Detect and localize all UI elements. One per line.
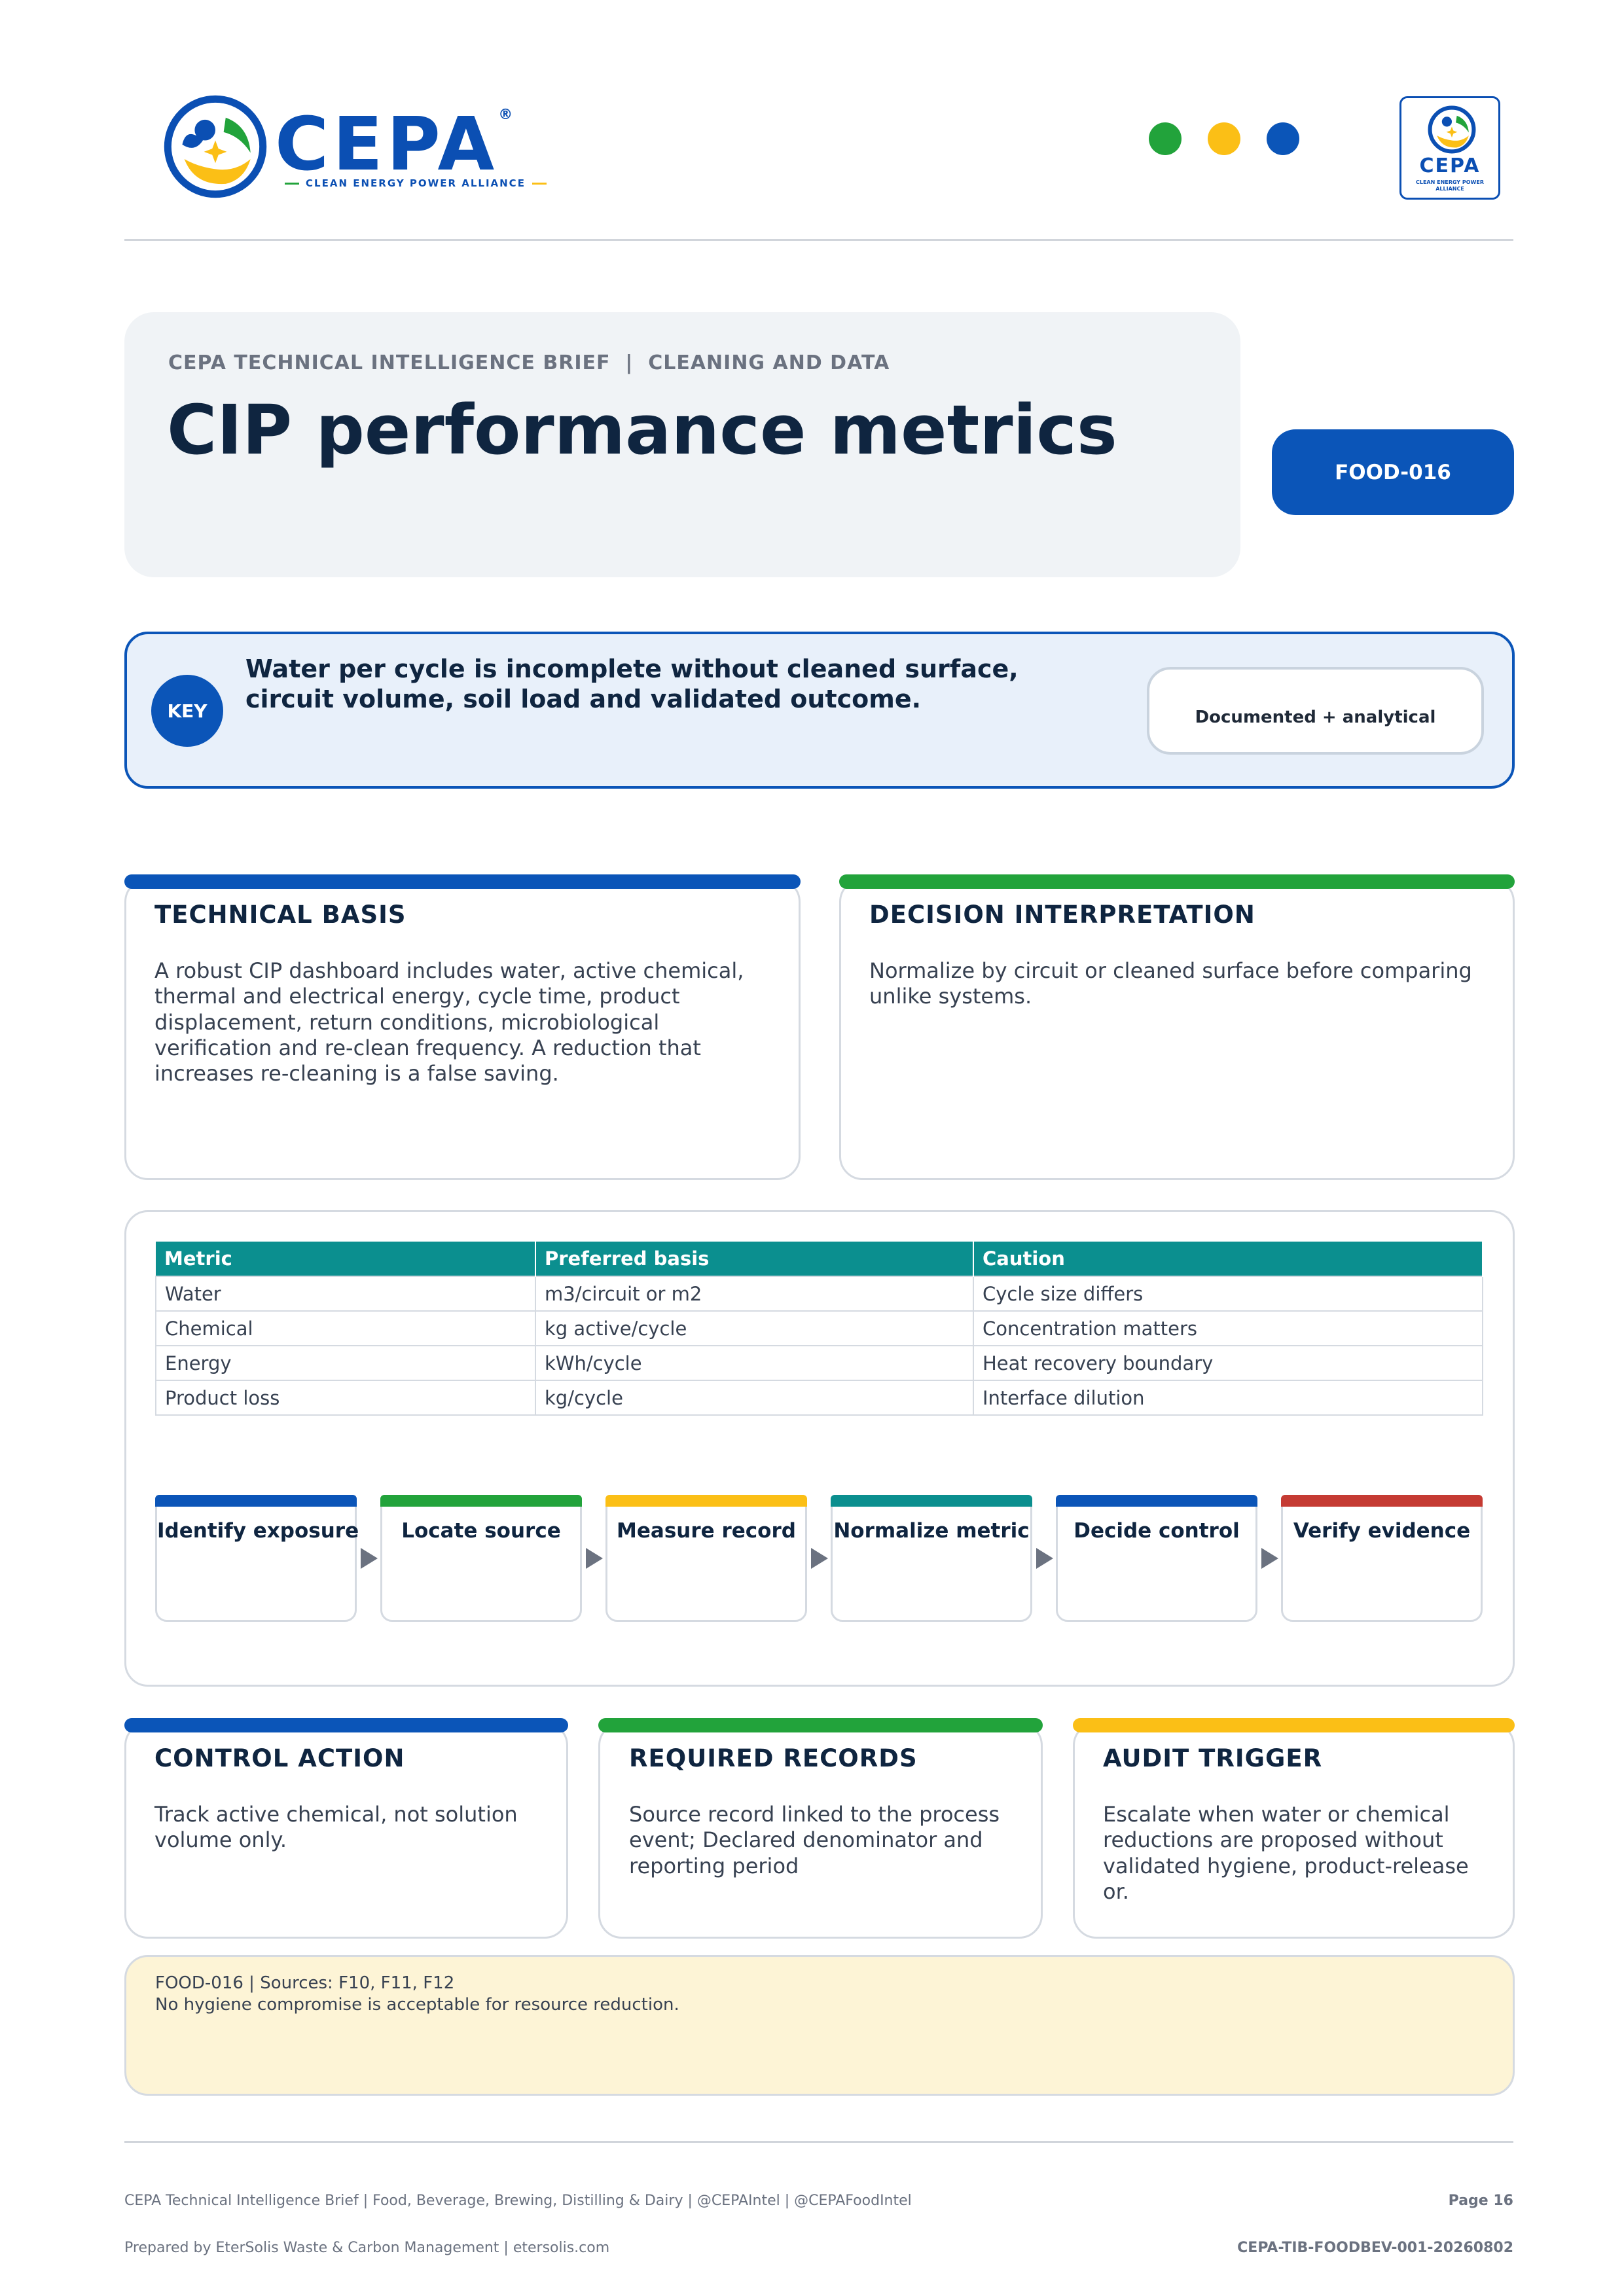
cepa-emblem-icon — [164, 95, 267, 198]
table-header: Caution — [973, 1242, 1483, 1276]
table-row: Water m3/circuit or m2 Cycle size differ… — [155, 1276, 1483, 1312]
sources-note-box — [124, 1955, 1515, 2096]
process-step: Verify evidence — [1281, 1495, 1483, 1622]
process-step: Normalize metric — [831, 1495, 1032, 1622]
title-panel — [124, 312, 1240, 577]
arrow-right-icon — [361, 1548, 378, 1569]
table-header: Metric — [156, 1242, 536, 1276]
step-label: Normalize metric — [833, 1519, 1030, 1543]
cepa-badge: CEPA CLEAN ENERGY POWER ALLIANCE — [1399, 96, 1500, 200]
sources-line: FOOD-016 | Sources: F10, F11, F12 — [155, 1973, 455, 1993]
cepa-logo: CEPA® CLEAN ENERGY POWER ALLIANCE — [164, 95, 563, 203]
table-cell: m3/circuit or m2 — [535, 1276, 974, 1312]
table-row: Chemical kg active/cycle Concentration m… — [155, 1310, 1483, 1346]
table-cell: Interface dilution — [973, 1380, 1483, 1416]
step-accent — [605, 1495, 807, 1507]
step-accent — [1281, 1495, 1483, 1507]
metrics-table: Metric Preferred basis Caution Water m3/… — [155, 1242, 1483, 1416]
document-id: CEPA-TIB-FOODBEV-001-20260802 — [1237, 2240, 1513, 2256]
technical-basis-card — [124, 878, 801, 1180]
badge-tagline: CLEAN ENERGY POWER ALLIANCE — [1416, 179, 1484, 192]
table-cell: Chemical — [155, 1310, 536, 1346]
yellow-dot — [1208, 122, 1240, 155]
green-dot — [1149, 122, 1182, 155]
cepa-badge-emblem-icon — [1428, 105, 1476, 154]
table-cell: Product loss — [155, 1380, 536, 1416]
arrow-right-icon — [1036, 1548, 1053, 1569]
process-step: Decide control — [1056, 1495, 1257, 1622]
required-records-body: Source record linked to the process even… — [629, 1802, 1000, 1878]
table-cell: Cycle size differs — [973, 1276, 1483, 1312]
table-cell: Energy — [155, 1345, 536, 1381]
step-label: Decide control — [1074, 1519, 1240, 1543]
header-divider — [124, 239, 1513, 241]
arrow-right-icon — [1261, 1548, 1278, 1569]
decision-title: DECISION INTERPRETATION — [869, 901, 1255, 929]
table-cell: Heat recovery boundary — [973, 1345, 1483, 1381]
table-cell: kg/cycle — [535, 1380, 974, 1416]
control-action-title: CONTROL ACTION — [154, 1744, 405, 1772]
arrow-right-icon — [586, 1548, 603, 1569]
control-action-card — [124, 1722, 568, 1939]
table-cell: Water — [155, 1276, 536, 1312]
step-label: Identify exposure — [157, 1519, 359, 1543]
step-accent — [831, 1495, 1032, 1507]
blue-dot — [1267, 122, 1299, 155]
audit-trigger-body: Escalate when water or chemical reductio… — [1103, 1802, 1469, 1905]
table-row: Energy kWh/cycle Heat recovery boundary — [155, 1345, 1483, 1381]
audit-trigger-accent — [1073, 1718, 1515, 1732]
badge-wordmark: CEPA — [1419, 154, 1481, 177]
page-title: CIP performance metrics — [167, 390, 1117, 470]
process-step: Locate source — [380, 1495, 582, 1622]
table-cell: kg active/cycle — [535, 1310, 974, 1346]
key-badge: KEY — [151, 675, 223, 747]
step-accent — [155, 1495, 357, 1507]
table-cell: Concentration matters — [973, 1310, 1483, 1346]
evidence-pill: Documented + analytical — [1147, 667, 1484, 755]
step-accent — [380, 1495, 582, 1507]
step-label: Measure record — [617, 1519, 796, 1543]
table-row: Product loss kg/cycle Interface dilution — [155, 1380, 1483, 1416]
document-code-badge: FOOD-016 — [1272, 429, 1514, 515]
table-header: Preferred basis — [535, 1242, 974, 1276]
footer-divider — [124, 2141, 1513, 2143]
logo-wordmark: CEPA — [275, 102, 499, 187]
required-records-accent — [598, 1718, 1043, 1732]
table-cell: kWh/cycle — [535, 1345, 974, 1381]
hygiene-note: No hygiene compromise is acceptable for … — [155, 1994, 679, 2015]
technical-basis-title: TECHNICAL BASIS — [154, 901, 406, 929]
control-action-accent — [124, 1718, 568, 1732]
sources-note: FOOD-016 | Sources: F10, F11, F12 No hyg… — [155, 1973, 679, 2015]
brief-eyebrow: CEPA TECHNICAL INTELLIGENCE BRIEF | CLEA… — [168, 351, 890, 374]
step-label: Verify evidence — [1293, 1519, 1471, 1543]
required-records-title: REQUIRED RECORDS — [629, 1744, 918, 1772]
technical-basis-accent — [124, 874, 801, 889]
process-step: Identify exposure — [155, 1495, 359, 1622]
key-message: Water per cycle is incomplete without cl… — [245, 655, 1019, 713]
control-action-body: Track active chemical, not solution volu… — [154, 1802, 518, 1853]
page-number: Page 16 — [1448, 2193, 1513, 2209]
step-label: Locate source — [401, 1519, 561, 1543]
arrow-right-icon — [811, 1548, 828, 1569]
process-step: Measure record — [605, 1495, 807, 1622]
required-records-card — [598, 1722, 1043, 1939]
step-accent — [1056, 1495, 1257, 1507]
decision-card — [839, 878, 1515, 1180]
audit-trigger-title: AUDIT TRIGGER — [1103, 1744, 1323, 1772]
decision-accent — [839, 874, 1515, 889]
footer-prepared-by: Prepared by EterSolis Waste & Carbon Man… — [124, 2240, 610, 2256]
technical-basis-body: A robust CIP dashboard includes water, a… — [154, 958, 744, 1086]
decision-body: Normalize by circuit or cleaned surface … — [869, 958, 1472, 1009]
logo-tagline: CLEAN ENERGY POWER ALLIANCE — [306, 177, 526, 189]
footer-publication: CEPA Technical Intelligence Brief | Food… — [124, 2193, 912, 2209]
